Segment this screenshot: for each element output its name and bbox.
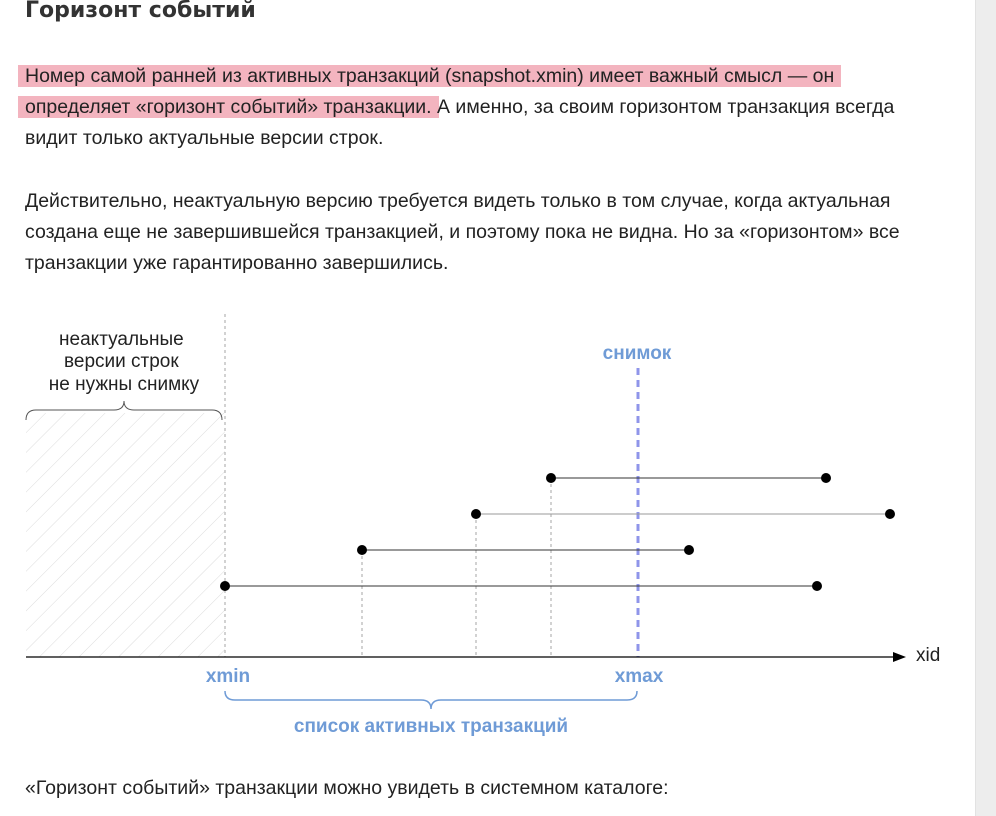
- transaction-end-point: [821, 473, 831, 483]
- xmin-label: xmin: [206, 666, 250, 687]
- transaction-start-point: [357, 545, 367, 555]
- xid-axis-label: xid: [916, 645, 940, 666]
- active-transactions-label: список активных транзакций: [294, 716, 568, 737]
- obsolete-versions-label: неактуальные версии строк не нужны снимк…: [49, 329, 200, 395]
- paragraph-horizon-intro: Номер самой ранней из активных транзакци…: [25, 61, 930, 154]
- transaction-end-point: [684, 545, 694, 555]
- paragraph-catalog: «Горизонт событий» транзакции можно увид…: [25, 777, 669, 799]
- section-heading: Горизонт событий: [25, 0, 256, 23]
- transaction-end-point: [812, 581, 822, 591]
- obsolete-brace: [25, 400, 223, 421]
- event-horizon-diagram: неактуальные версии строк не нужны снимк…: [0, 300, 975, 750]
- transaction-start-point: [471, 509, 481, 519]
- transaction-start-point: [546, 473, 556, 483]
- obsolete-area-hatch: [26, 413, 225, 657]
- paragraph-explanation: Действительно, неактуальную версию требу…: [25, 190, 900, 274]
- transaction-end-point: [885, 509, 895, 519]
- xid-axis-arrow: [893, 652, 906, 662]
- article: Горизонт событий Номер самой ранней из а…: [0, 0, 976, 816]
- diagram-svg: неактуальные версии строк не нужны снимк…: [25, 314, 940, 737]
- paragraph-text: А именно, за своим горизонтом транзакция…: [25, 96, 895, 149]
- transaction-start-point: [220, 581, 230, 591]
- xmax-label: xmax: [615, 666, 664, 687]
- snapshot-label: снимок: [603, 343, 672, 364]
- active-list-brace: [224, 690, 638, 710]
